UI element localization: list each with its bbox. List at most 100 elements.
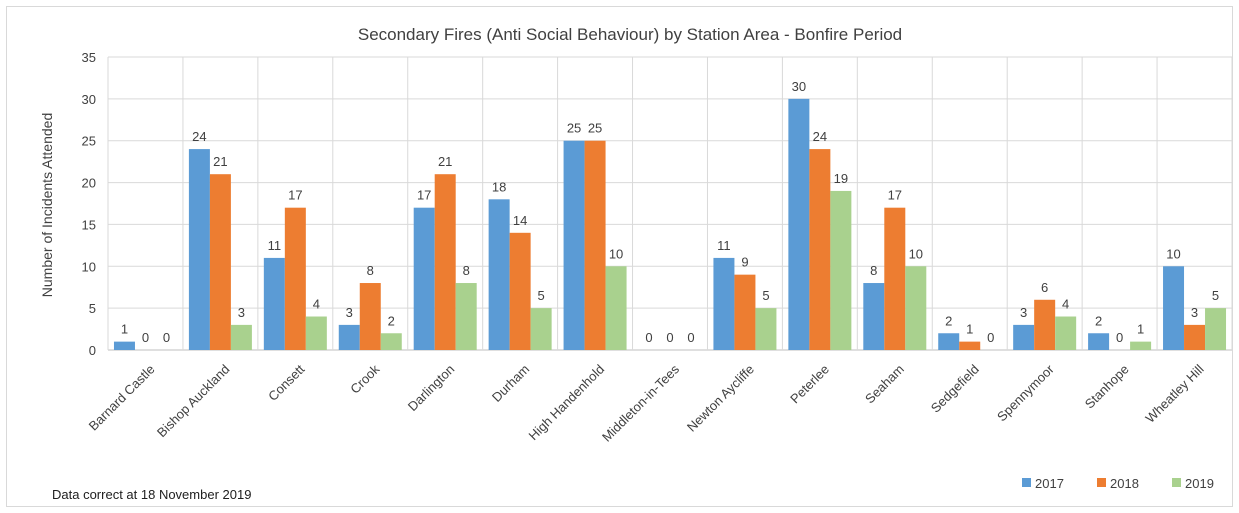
- x-tick-label: Stanhope: [1082, 362, 1132, 412]
- x-tick-label: Crook: [347, 361, 382, 396]
- data-label: 9: [741, 255, 748, 270]
- bar-2018: [359, 283, 381, 350]
- y-tick-label: 20: [82, 176, 96, 191]
- bar-2017: [563, 140, 585, 350]
- data-label: 2: [1095, 313, 1102, 328]
- bar-2019: [305, 316, 327, 350]
- data-label: 24: [813, 129, 827, 144]
- data-label: 4: [1062, 297, 1069, 312]
- data-label: 10: [1166, 246, 1180, 261]
- data-label: 8: [367, 263, 374, 278]
- x-tick-label: Durham: [489, 362, 532, 405]
- bar-2018: [434, 174, 456, 350]
- x-tick-label: Sedgefield: [928, 362, 982, 416]
- legend-label: 2017: [1035, 476, 1064, 491]
- data-label: 0: [1116, 330, 1123, 345]
- y-tick-label: 30: [82, 92, 96, 107]
- data-label: 1: [966, 322, 973, 337]
- bar-2019: [455, 283, 477, 350]
- data-label: 0: [987, 330, 994, 345]
- bar-2018: [509, 232, 531, 350]
- legend-swatch-2017: [1022, 478, 1031, 487]
- y-axis-title: Number of Incidents Attended: [39, 113, 55, 297]
- data-label: 8: [870, 263, 877, 278]
- data-label: 0: [687, 330, 694, 345]
- bar-2017: [1088, 333, 1110, 350]
- data-label: 5: [1212, 288, 1219, 303]
- data-label: 5: [538, 288, 545, 303]
- bar-2018: [584, 140, 606, 350]
- data-label: 3: [1020, 305, 1027, 320]
- data-label: 1: [121, 322, 128, 337]
- bar-2017: [713, 257, 735, 350]
- bar-2018: [809, 149, 831, 350]
- data-label: 10: [909, 246, 923, 261]
- bar-2017: [938, 333, 960, 350]
- data-label: 1: [1137, 322, 1144, 337]
- bar-2019: [605, 266, 627, 350]
- y-tick-label: 10: [82, 259, 96, 274]
- bar-2018: [209, 174, 231, 350]
- x-tick-label: Middleton-in-Tees: [599, 361, 683, 445]
- y-tick-label: 15: [82, 217, 96, 232]
- data-label: 24: [192, 129, 206, 144]
- x-tick-label: Wheatley Hill: [1142, 361, 1206, 425]
- footnote: Data correct at 18 November 2019: [52, 487, 251, 502]
- bar-2017: [1163, 266, 1185, 350]
- x-tick-label: Barnard Castle: [86, 362, 158, 434]
- bar-2017: [338, 324, 360, 350]
- bar-2017: [863, 283, 885, 350]
- bar-2019: [830, 190, 852, 350]
- y-tick-label: 25: [82, 134, 96, 149]
- bar-2018: [284, 207, 306, 350]
- data-label: 21: [213, 154, 227, 169]
- x-tick-label: Newton Aycliffe: [684, 362, 757, 435]
- data-label: 17: [288, 188, 302, 203]
- bar-2019: [530, 308, 552, 350]
- x-tick-label: Bishop Auckland: [154, 362, 233, 441]
- data-label: 14: [513, 213, 527, 228]
- bar-2019: [380, 333, 402, 350]
- legend-label: 2018: [1110, 476, 1139, 491]
- bar-2019: [755, 308, 777, 350]
- y-tick-label: 35: [82, 50, 96, 65]
- bar-2019: [1130, 341, 1152, 350]
- legend-swatch-2019: [1172, 478, 1181, 487]
- y-tick-label: 5: [89, 301, 96, 316]
- data-label: 18: [492, 179, 506, 194]
- data-label: 30: [792, 79, 806, 94]
- y-axis-ticks: 0 5 10 15 20 25 30 35: [82, 50, 96, 358]
- x-tick-label: Peterlee: [787, 362, 832, 407]
- bar-2017: [113, 341, 135, 350]
- data-label: 3: [1191, 305, 1198, 320]
- bar-2018: [1034, 299, 1056, 350]
- data-label: 0: [645, 330, 652, 345]
- bar-2017: [1013, 324, 1035, 350]
- bar-2019: [905, 266, 927, 350]
- data-label: 21: [438, 154, 452, 169]
- data-label: 2: [388, 313, 395, 328]
- data-label: 0: [163, 330, 170, 345]
- x-tick-label: Spennymoor: [994, 361, 1057, 424]
- x-tick-label: Darlington: [405, 362, 458, 415]
- bar-2018: [959, 341, 981, 350]
- data-label: 3: [238, 305, 245, 320]
- bar-2018: [734, 274, 756, 350]
- data-label: 25: [588, 121, 602, 136]
- data-label: 0: [666, 330, 673, 345]
- x-tick-label: Consett: [265, 361, 308, 404]
- bar-2018: [884, 207, 906, 350]
- bar-2019: [230, 324, 252, 350]
- data-label: 25: [567, 121, 581, 136]
- y-tick-label: 0: [89, 343, 96, 358]
- x-tick-label: Seaham: [862, 362, 907, 407]
- legend: 2017 2018 2019: [1022, 476, 1214, 491]
- data-label: 19: [834, 171, 848, 186]
- legend-swatch-2018: [1097, 478, 1106, 487]
- bar-2017: [413, 207, 435, 350]
- bar-2017: [488, 199, 510, 350]
- bar-2018: [1184, 324, 1206, 350]
- data-label: 8: [463, 263, 470, 278]
- bars: [113, 98, 1227, 350]
